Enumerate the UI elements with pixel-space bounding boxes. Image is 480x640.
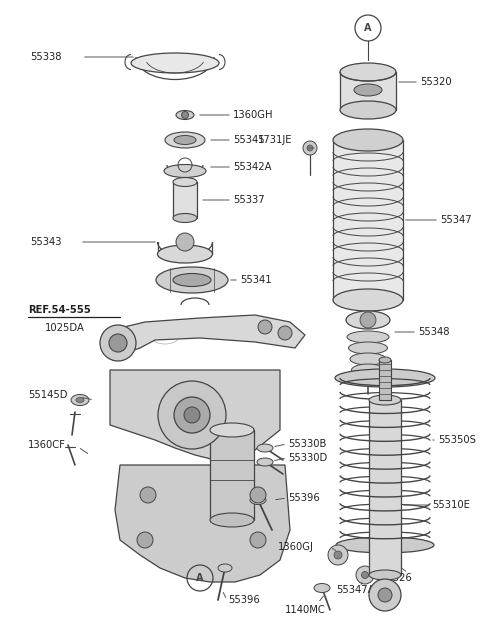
Ellipse shape xyxy=(131,53,219,73)
Circle shape xyxy=(360,312,376,328)
Text: 55338: 55338 xyxy=(30,52,61,62)
Circle shape xyxy=(278,326,292,340)
Bar xyxy=(333,140,403,300)
Circle shape xyxy=(100,325,136,361)
Text: 55342A: 55342A xyxy=(233,162,272,172)
Circle shape xyxy=(184,407,200,423)
Ellipse shape xyxy=(173,273,211,287)
Ellipse shape xyxy=(335,369,435,387)
Bar xyxy=(379,360,391,400)
Text: 55396: 55396 xyxy=(288,493,320,503)
Bar xyxy=(210,430,254,520)
Bar xyxy=(369,400,401,575)
Ellipse shape xyxy=(257,444,273,452)
Ellipse shape xyxy=(210,423,254,437)
Circle shape xyxy=(174,397,210,433)
Ellipse shape xyxy=(354,84,382,96)
Text: 55345: 55345 xyxy=(233,135,264,145)
Circle shape xyxy=(258,320,272,334)
Ellipse shape xyxy=(336,537,434,553)
Circle shape xyxy=(356,566,374,584)
Circle shape xyxy=(334,551,342,559)
Text: 55347: 55347 xyxy=(440,215,472,225)
Text: 1360GJ: 1360GJ xyxy=(278,542,314,552)
Ellipse shape xyxy=(351,364,384,376)
Ellipse shape xyxy=(164,164,206,177)
Text: 55350S: 55350S xyxy=(438,435,476,445)
Circle shape xyxy=(140,487,156,503)
Text: 55343: 55343 xyxy=(30,237,61,247)
Circle shape xyxy=(369,579,401,611)
Ellipse shape xyxy=(250,495,266,504)
Text: 55330B: 55330B xyxy=(288,439,326,449)
Ellipse shape xyxy=(333,289,403,311)
Ellipse shape xyxy=(340,101,396,119)
Text: REF.54-555: REF.54-555 xyxy=(28,305,91,315)
Ellipse shape xyxy=(174,136,196,145)
Circle shape xyxy=(250,532,266,548)
Text: 55326: 55326 xyxy=(380,573,412,583)
Circle shape xyxy=(378,588,392,602)
Ellipse shape xyxy=(333,129,403,151)
Ellipse shape xyxy=(71,394,89,406)
Text: 55310E: 55310E xyxy=(432,500,470,510)
Text: A: A xyxy=(196,573,204,583)
Text: 55396: 55396 xyxy=(228,595,260,605)
Text: 55337: 55337 xyxy=(233,195,264,205)
Text: 55145D: 55145D xyxy=(28,390,68,400)
Text: 1025DA: 1025DA xyxy=(45,323,85,333)
Polygon shape xyxy=(110,370,280,460)
Text: 55320: 55320 xyxy=(420,77,452,87)
Polygon shape xyxy=(105,315,305,355)
Circle shape xyxy=(137,532,153,548)
Polygon shape xyxy=(115,465,290,582)
Circle shape xyxy=(361,572,369,579)
Text: 55330D: 55330D xyxy=(288,453,327,463)
Ellipse shape xyxy=(210,513,254,527)
Ellipse shape xyxy=(157,245,213,263)
Circle shape xyxy=(386,559,394,567)
Circle shape xyxy=(250,487,266,503)
Ellipse shape xyxy=(348,342,387,354)
Circle shape xyxy=(328,545,348,565)
Ellipse shape xyxy=(369,395,401,405)
Ellipse shape xyxy=(165,132,205,148)
Text: A: A xyxy=(364,23,372,33)
Ellipse shape xyxy=(173,177,197,186)
Text: 55348: 55348 xyxy=(418,327,449,337)
Ellipse shape xyxy=(369,570,401,580)
Ellipse shape xyxy=(347,331,389,343)
Text: 55341: 55341 xyxy=(240,275,272,285)
Ellipse shape xyxy=(76,397,84,403)
Text: 1360GH: 1360GH xyxy=(233,110,274,120)
Text: 1731JE: 1731JE xyxy=(258,135,292,145)
Ellipse shape xyxy=(350,353,386,365)
Ellipse shape xyxy=(346,311,390,329)
Circle shape xyxy=(158,381,226,449)
Ellipse shape xyxy=(176,111,194,120)
Ellipse shape xyxy=(257,458,273,466)
Ellipse shape xyxy=(173,214,197,223)
Circle shape xyxy=(381,554,399,572)
Circle shape xyxy=(181,111,189,118)
Text: 1140MC: 1140MC xyxy=(285,605,326,615)
Bar xyxy=(173,182,197,218)
Ellipse shape xyxy=(314,584,330,593)
Text: 1360CF: 1360CF xyxy=(28,440,66,450)
Bar xyxy=(340,72,396,110)
Ellipse shape xyxy=(340,63,396,81)
Circle shape xyxy=(109,334,127,352)
Circle shape xyxy=(176,233,194,251)
Ellipse shape xyxy=(379,357,391,363)
Ellipse shape xyxy=(156,267,228,293)
Circle shape xyxy=(307,145,313,151)
Ellipse shape xyxy=(218,564,232,572)
Text: 55347A: 55347A xyxy=(336,585,374,595)
Circle shape xyxy=(303,141,317,155)
